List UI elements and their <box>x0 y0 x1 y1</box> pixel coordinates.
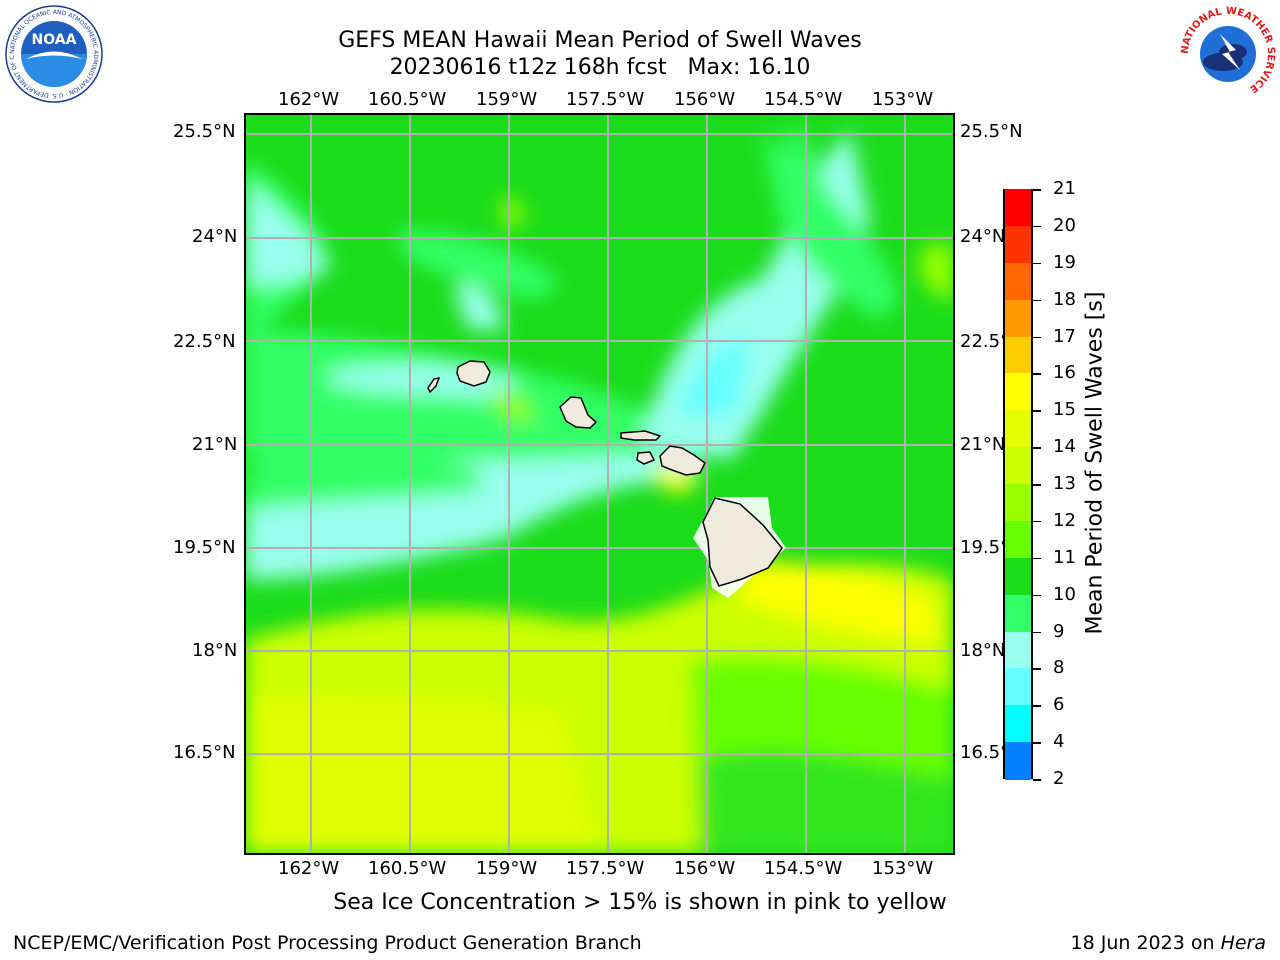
forecast-time: 20230616 t12z 168h fcst <box>389 55 667 80</box>
colorbar-tick <box>1033 225 1041 228</box>
colorbar-swatch <box>1005 225 1031 264</box>
lon-label-top: 157.5°W <box>566 89 645 110</box>
colorbar-tick-label: 10 <box>1053 583 1076 605</box>
lon-label-top: 153°W <box>872 89 934 110</box>
colorbar-tick <box>1033 779 1041 781</box>
island-oahu <box>559 396 598 429</box>
lat-label-right: 21°N <box>960 434 1006 455</box>
lat-label-left: 18°N <box>192 640 238 661</box>
max-value: Max: 16.10 <box>687 55 811 80</box>
lon-label-bottom: 157.5°W <box>566 858 645 879</box>
colorbar-tick-label: 2 <box>1053 768 1065 789</box>
colorbar-tick <box>1033 336 1041 338</box>
lat-label-left: 25.5°N <box>173 121 236 142</box>
colorbar-tick-label: 4 <box>1053 731 1065 753</box>
colorbar-tick-label: 16 <box>1053 362 1076 384</box>
lat-label-left: 22.5°N <box>173 331 236 352</box>
map-subtitle: 20230616 t12z 168h fcst Max: 16.10 <box>0 55 1200 81</box>
lat-label-left: 21°N <box>192 434 238 455</box>
colorbar-tick-label: 21 <box>1053 178 1076 199</box>
footer-credit: NCEP/EMC/Verification Post Processing Pr… <box>13 932 642 954</box>
island-kauai <box>456 360 491 387</box>
colorbar-tick-label: 18 <box>1053 288 1076 310</box>
colorbar-tick <box>1033 410 1041 412</box>
colorbar-tick-label: 20 <box>1053 214 1076 236</box>
colorbar-tick <box>1033 520 1041 523</box>
island-maui <box>659 445 706 476</box>
colorbar-swatch <box>1005 336 1031 375</box>
footer-date: 18 Jun 2023 on Hera <box>1070 932 1267 954</box>
lon-label-bottom: 160.5°W <box>368 858 447 879</box>
colorbar-tick-label: 13 <box>1053 473 1076 494</box>
colorbar-swatch <box>1005 410 1031 449</box>
colorbar-tick <box>1033 668 1041 670</box>
colorbar-tick-label: 15 <box>1053 399 1076 421</box>
colorbar-swatch <box>1005 299 1031 338</box>
colorbar-tick-label: 11 <box>1053 546 1076 568</box>
svg-text:NOAA: NOAA <box>32 32 77 48</box>
lon-label-top: 159°W <box>476 89 538 110</box>
machine-name: Hera <box>1220 932 1266 954</box>
colorbar-tick-label: 12 <box>1053 509 1076 531</box>
colorbar-tick <box>1033 447 1041 449</box>
lon-label-bottom: 153°W <box>872 858 934 879</box>
colorbar-tick <box>1033 631 1041 633</box>
island-molokai <box>620 430 662 441</box>
colorbar-tick <box>1033 262 1041 265</box>
lon-label-top: 154.5°W <box>764 89 843 110</box>
colorbar-tick <box>1033 742 1041 744</box>
lat-label-right: 24°N <box>960 226 1006 247</box>
lat-label-right: 25.5°N <box>960 121 1023 142</box>
island-lanai <box>636 451 656 465</box>
colorbar-tick <box>1033 594 1041 597</box>
lon-label-top: 156°W <box>674 89 736 110</box>
lat-label-right: 18°N <box>960 640 1006 661</box>
colorbar-tick <box>1033 705 1041 707</box>
colorbar-swatch <box>1005 557 1031 596</box>
lat-label-left: 24°N <box>192 226 238 247</box>
lon-label-bottom: 162°W <box>278 858 340 879</box>
colorbar-tick <box>1033 484 1041 486</box>
map-frame <box>244 113 955 855</box>
colorbar-swatch <box>1005 373 1031 412</box>
colorbar-tick <box>1033 189 1041 191</box>
colorbar-tick-label: 19 <box>1053 251 1076 273</box>
colorbar-swatch <box>1005 668 1031 707</box>
map-title: GEFS MEAN Hawaii Mean Period of Swell Wa… <box>338 28 862 53</box>
colorbar-tick-label: 9 <box>1053 620 1065 642</box>
noaa-logo: NATIONAL OCEANIC AND ATMOSPHERIC ADMINIS… <box>4 4 103 103</box>
swell-field <box>245 114 954 854</box>
colorbar-title: Mean Period of Swell Waves [s] <box>1082 291 1108 635</box>
lon-label-top: 162°W <box>278 89 340 110</box>
colorbar-swatch <box>1005 262 1031 301</box>
lat-label-left: 19.5°N <box>173 537 236 558</box>
colorbar-swatch <box>1005 447 1031 485</box>
colorbar-tick-label: 6 <box>1053 694 1065 716</box>
colorbar-tick <box>1033 299 1041 302</box>
nws-logo: NATIONAL WEATHER SERVICE <box>1180 6 1276 102</box>
colorbar-swatch <box>1005 484 1031 522</box>
colorbar-tick <box>1033 373 1041 375</box>
colorbar-swatch <box>1005 742 1031 780</box>
lon-label-bottom: 154.5°W <box>764 858 843 879</box>
colorbar-swatch <box>1005 705 1031 744</box>
colorbar-tick <box>1033 557 1041 560</box>
colorbar-swatch <box>1005 631 1031 670</box>
colorbar-swatch <box>1005 594 1031 633</box>
lon-label-bottom: 156°W <box>674 858 736 879</box>
lat-label-left: 16.5°N <box>173 742 236 763</box>
colorbar-tick-label: 17 <box>1053 325 1076 347</box>
graticule <box>245 114 954 854</box>
colorbar-tick-label: 8 <box>1053 657 1065 679</box>
island-niihau <box>427 376 441 394</box>
colorbar <box>1003 189 1033 780</box>
colorbar-swatch <box>1005 189 1031 227</box>
colorbar-tick-label: 14 <box>1053 436 1076 458</box>
lon-label-bottom: 159°W <box>476 858 538 879</box>
lon-label-top: 160.5°W <box>368 89 447 110</box>
colorbar-swatch <box>1005 520 1031 559</box>
sea-ice-note: Sea Ice Concentration > 15% is shown in … <box>333 890 947 915</box>
